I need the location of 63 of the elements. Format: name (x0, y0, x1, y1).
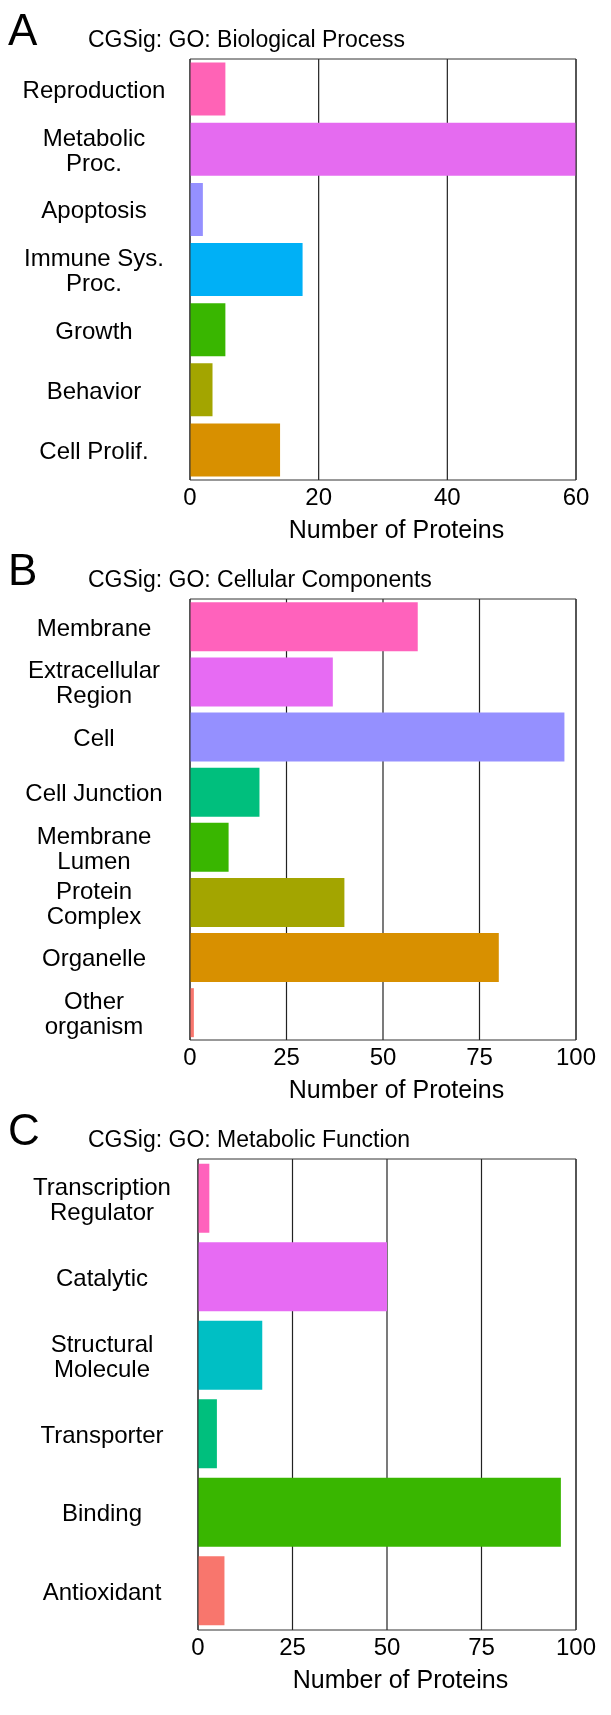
y-tick-label: Membrane Lumen (36, 821, 152, 874)
x-tick-label: 100 (555, 1633, 597, 1661)
y-tick-label: Growth (55, 316, 133, 344)
x-tick-label: 50 (369, 1043, 397, 1071)
bar (190, 122, 576, 176)
bar (190, 933, 499, 983)
text: B (8, 545, 39, 594)
x-tick-label: 0 (191, 1633, 205, 1661)
x-tick-label: 0 (183, 1043, 197, 1071)
x-tick-label: 100 (555, 1043, 597, 1071)
chart-title: CGSig: GO: Biological Process (88, 26, 406, 52)
bar (198, 1320, 263, 1390)
y-tick-label: Transcription Regulator (33, 1172, 171, 1225)
bar (190, 423, 281, 477)
x-tick-label: 60 (562, 483, 590, 511)
y-tick-label: Reproduction (22, 75, 166, 103)
x-tick-label: 25 (273, 1043, 300, 1071)
y-tick-label: Membrane (36, 613, 152, 641)
y-tick-label: Protein Complex (46, 876, 142, 929)
bar (190, 62, 226, 116)
bar (190, 243, 303, 297)
x-tick-label: 75 (468, 1633, 495, 1661)
text: C (8, 1105, 41, 1154)
x-axis-title: Number of Proteins (288, 515, 505, 543)
y-tick-label: Antioxidant (42, 1577, 162, 1605)
x-tick-label: 75 (466, 1043, 493, 1071)
text: A (8, 5, 39, 54)
bar (198, 1399, 217, 1469)
y-tick-label: Structural Molecule (50, 1329, 154, 1382)
x-tick-label: 40 (433, 483, 461, 511)
bar (190, 657, 333, 707)
y-tick-label: Metabolic Proc. (42, 123, 146, 176)
x-tick-label: 20 (305, 483, 333, 511)
x-tick-label: 50 (373, 1633, 401, 1661)
bar (198, 1242, 387, 1312)
y-tick-label: Catalytic (55, 1263, 149, 1291)
bar (190, 303, 226, 357)
y-tick-label: Cell Junction (25, 778, 163, 806)
x-tick-label: 0 (183, 483, 197, 511)
y-tick-label: Organelle (41, 943, 147, 971)
bar (190, 363, 213, 417)
bar (190, 767, 260, 817)
y-tick-label: Binding (61, 1498, 143, 1526)
bar (190, 602, 418, 652)
bar (190, 182, 203, 236)
bar (198, 1477, 561, 1547)
y-tick-label: Extracellular Region (27, 655, 161, 708)
bar (190, 877, 345, 927)
y-tick-label: Immune Sys. Proc. (23, 243, 165, 296)
y-tick-label: Cell (73, 723, 115, 751)
bar (190, 822, 229, 872)
y-tick-label: Other organism (44, 986, 144, 1039)
x-axis-title: Number of Proteins (288, 1075, 505, 1103)
y-tick-label: Behavior (46, 376, 142, 404)
y-tick-label: Cell Prolif. (39, 436, 149, 464)
x-tick-label: 25 (279, 1633, 306, 1661)
chart-title: CGSig: GO: Cellular Components (88, 566, 432, 592)
x-axis-title: Number of Proteins (291, 1664, 510, 1695)
chart-title: CGSig: GO: Metabolic Function (88, 1126, 411, 1152)
bar (190, 712, 565, 762)
y-tick-label: Apoptosis (41, 195, 147, 223)
bar (198, 1556, 225, 1626)
y-tick-label: Transporter (40, 1420, 164, 1448)
